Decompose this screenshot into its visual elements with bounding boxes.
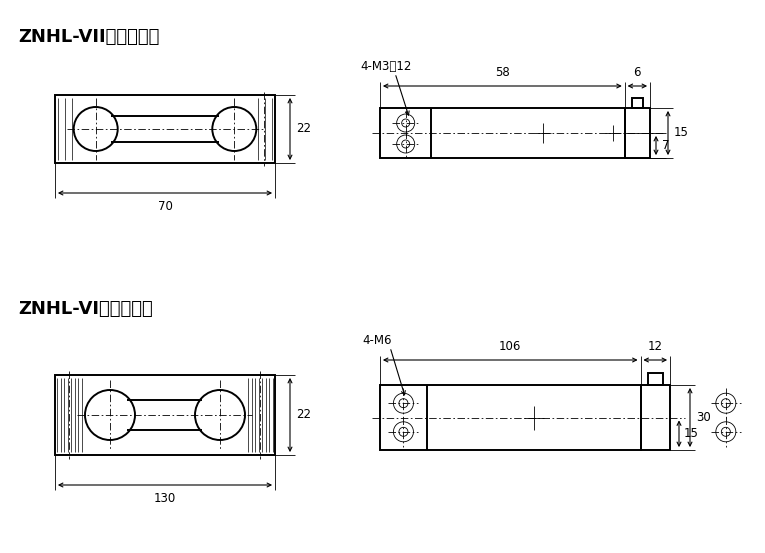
Text: 22: 22 — [296, 123, 311, 135]
Bar — [55, 375, 275, 455]
Text: 12: 12 — [648, 340, 662, 353]
Text: 15: 15 — [684, 427, 699, 440]
Text: 4-M3淸12: 4-M3淸12 — [360, 60, 412, 73]
Bar — [55, 95, 275, 163]
Bar — [380, 108, 625, 158]
Text: 7: 7 — [662, 139, 669, 152]
Text: ZNHL-VI尺寸如下：: ZNHL-VI尺寸如下： — [18, 300, 153, 318]
Bar — [640, 385, 670, 450]
Text: 6: 6 — [633, 66, 641, 79]
Text: 70: 70 — [158, 200, 172, 213]
Bar — [380, 385, 640, 450]
Text: 22: 22 — [296, 409, 311, 421]
Text: 4-M6: 4-M6 — [362, 334, 392, 347]
Text: 130: 130 — [154, 492, 176, 505]
Bar — [648, 373, 662, 385]
Text: 15: 15 — [674, 127, 688, 139]
Text: 58: 58 — [495, 66, 509, 79]
Text: ZNHL-VII尺寸如下：: ZNHL-VII尺寸如下： — [18, 28, 159, 46]
Text: 106: 106 — [499, 340, 522, 353]
Bar — [625, 108, 650, 158]
Text: 30: 30 — [696, 411, 711, 424]
Bar — [632, 98, 643, 108]
